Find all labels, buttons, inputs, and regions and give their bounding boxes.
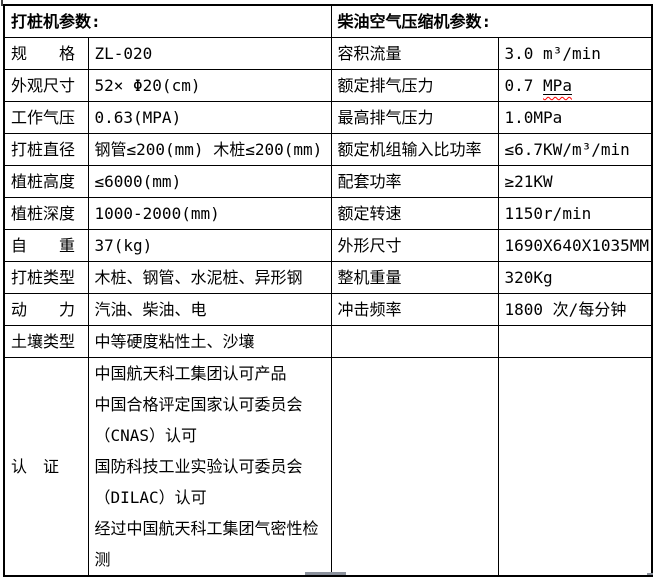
param-value: 木桩、钢管、水泥桩、异形钢	[87, 261, 332, 294]
param-label: 外形尺寸	[330, 229, 499, 262]
param-label: 外观尺寸	[3, 69, 89, 102]
scrollbar-corner-fragment	[647, 573, 653, 575]
param-value: ≤6000(mm)	[87, 165, 332, 198]
param-value: 1.0MPa	[497, 101, 653, 134]
param-value: 0.7 MPa	[497, 69, 653, 102]
table-row: 动 力 汽油、柴油、电 冲击频率 1800 次/每分钟	[3, 293, 653, 326]
value-prefix: 0.7	[504, 76, 544, 95]
param-value: 1000-2000(mm)	[87, 197, 332, 230]
param-label: 额定机组输入比功率	[330, 133, 499, 166]
text-cursor-artifact	[1, 0, 3, 6]
param-label: 最高排气压力	[330, 101, 499, 134]
param-label: 自 重	[3, 229, 89, 262]
param-label: 冲击频率	[330, 293, 499, 326]
certification-list: 中国航天科工集团认可产品 中国合格评定国家认可委员会 （CNAS）认可 国防科技…	[87, 357, 332, 577]
param-label: 植桩高度	[3, 165, 89, 198]
table-row: 自 重 37(kg) 外形尺寸 1690X640X1035MM	[3, 229, 653, 262]
spellcheck-wavy-underline: MPa	[543, 76, 572, 95]
table-row: 土壤类型 中等硬度粘性土、沙壤	[3, 325, 653, 358]
param-label: 规 格	[3, 37, 89, 70]
empty-cell	[330, 357, 499, 577]
left-table-header: 打桩机参数:	[3, 4, 332, 38]
underlined-unit: MPa	[543, 76, 572, 95]
param-value: 320Kg	[497, 261, 653, 294]
param-value: 52× Φ20(cm)	[87, 69, 332, 102]
param-value: ≥21KW	[497, 165, 653, 198]
table-row: 植桩高度 ≤6000(mm) 配套功率 ≥21KW	[3, 165, 653, 198]
param-label: 额定排气压力	[330, 69, 499, 102]
param-label: 认 证	[3, 357, 89, 577]
empty-cell	[497, 325, 653, 358]
param-label: 打桩类型	[3, 261, 89, 294]
table-row: 工作气压 0.63(MPA) 最高排气压力 1.0MPa	[3, 101, 653, 134]
certification-item: 经过中国航天科工集团气密性检 测	[94, 519, 319, 569]
param-value: 1150r/min	[497, 197, 653, 230]
certification-item: 中国合格评定国家认可委员会 （CNAS）认可	[94, 395, 303, 445]
param-label: 打桩直径	[3, 133, 89, 166]
param-value: 1800 次/每分钟	[497, 293, 653, 326]
table-row: 外观尺寸 52× Φ20(cm) 额定排气压力 0.7 MPa	[3, 69, 653, 102]
param-label: 工作气压	[3, 101, 89, 134]
param-label: 配套功率	[330, 165, 499, 198]
param-value: ZL-020	[87, 37, 332, 70]
param-value: 3.0 m³/min	[497, 37, 653, 70]
param-label: 土壤类型	[3, 325, 89, 358]
param-label: 植桩深度	[3, 197, 89, 230]
horizontal-scrollbar-thumb[interactable]	[305, 572, 346, 575]
certification-item: 国防科技工业实验认可委员会 （DILAC）认可	[94, 457, 303, 507]
param-value: ≤6.7KW/m³/min	[497, 133, 653, 166]
param-value: 1690X640X1035MM	[497, 229, 653, 262]
right-table-header: 柴油空气压缩机参数:	[330, 4, 653, 38]
empty-cell	[330, 325, 499, 358]
certification-item: 中国航天科工集团认可产品	[94, 364, 287, 383]
param-value: 钢管≤200(mm) 木桩≤200(mm)	[87, 133, 332, 166]
param-label: 容积流量	[330, 37, 499, 70]
param-value: 0.63(MPA)	[87, 101, 332, 134]
param-label: 动 力	[3, 293, 89, 326]
table-row: 认 证 中国航天科工集团认可产品 中国合格评定国家认可委员会 （CNAS）认可 …	[3, 357, 653, 577]
parameters-table: 打桩机参数: 柴油空气压缩机参数: 规 格 ZL-020 容积流量 3.0 m³…	[3, 4, 653, 577]
param-label: 整机重量	[330, 261, 499, 294]
table-row: 打桩类型 木桩、钢管、水泥桩、异形钢 整机重量 320Kg	[3, 261, 653, 294]
table-row: 植桩深度 1000-2000(mm) 额定转速 1150r/min	[3, 197, 653, 230]
empty-cell	[497, 357, 653, 577]
param-value: 中等硬度粘性土、沙壤	[87, 325, 332, 358]
param-label: 额定转速	[330, 197, 499, 230]
param-value: 37(kg)	[87, 229, 332, 262]
table-row: 规 格 ZL-020 容积流量 3.0 m³/min	[3, 37, 653, 70]
table-row: 打桩直径 钢管≤200(mm) 木桩≤200(mm) 额定机组输入比功率 ≤6.…	[3, 133, 653, 166]
param-value: 汽油、柴油、电	[87, 293, 332, 326]
